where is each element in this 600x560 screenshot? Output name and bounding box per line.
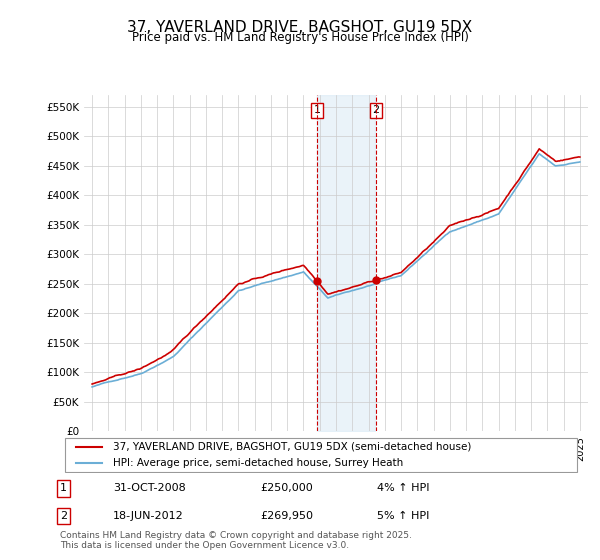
Text: £269,950: £269,950	[260, 511, 314, 521]
Text: 4% ↑ HPI: 4% ↑ HPI	[377, 483, 430, 493]
Text: £250,000: £250,000	[260, 483, 313, 493]
Text: 37, YAVERLAND DRIVE, BAGSHOT, GU19 5DX (semi-detached house): 37, YAVERLAND DRIVE, BAGSHOT, GU19 5DX (…	[113, 442, 471, 452]
Text: Contains HM Land Registry data © Crown copyright and database right 2025.
This d: Contains HM Land Registry data © Crown c…	[60, 530, 412, 550]
Text: 1: 1	[60, 483, 67, 493]
Text: 18-JUN-2012: 18-JUN-2012	[113, 511, 184, 521]
Text: Price paid vs. HM Land Registry's House Price Index (HPI): Price paid vs. HM Land Registry's House …	[131, 31, 469, 44]
Text: HPI: Average price, semi-detached house, Surrey Heath: HPI: Average price, semi-detached house,…	[113, 458, 403, 468]
Text: 1: 1	[313, 105, 320, 115]
Text: 31-OCT-2008: 31-OCT-2008	[113, 483, 185, 493]
Text: 5% ↑ HPI: 5% ↑ HPI	[377, 511, 429, 521]
Text: 2: 2	[373, 105, 380, 115]
Text: 2: 2	[60, 511, 67, 521]
Text: 37, YAVERLAND DRIVE, BAGSHOT, GU19 5DX: 37, YAVERLAND DRIVE, BAGSHOT, GU19 5DX	[127, 20, 473, 35]
FancyBboxPatch shape	[65, 437, 577, 473]
